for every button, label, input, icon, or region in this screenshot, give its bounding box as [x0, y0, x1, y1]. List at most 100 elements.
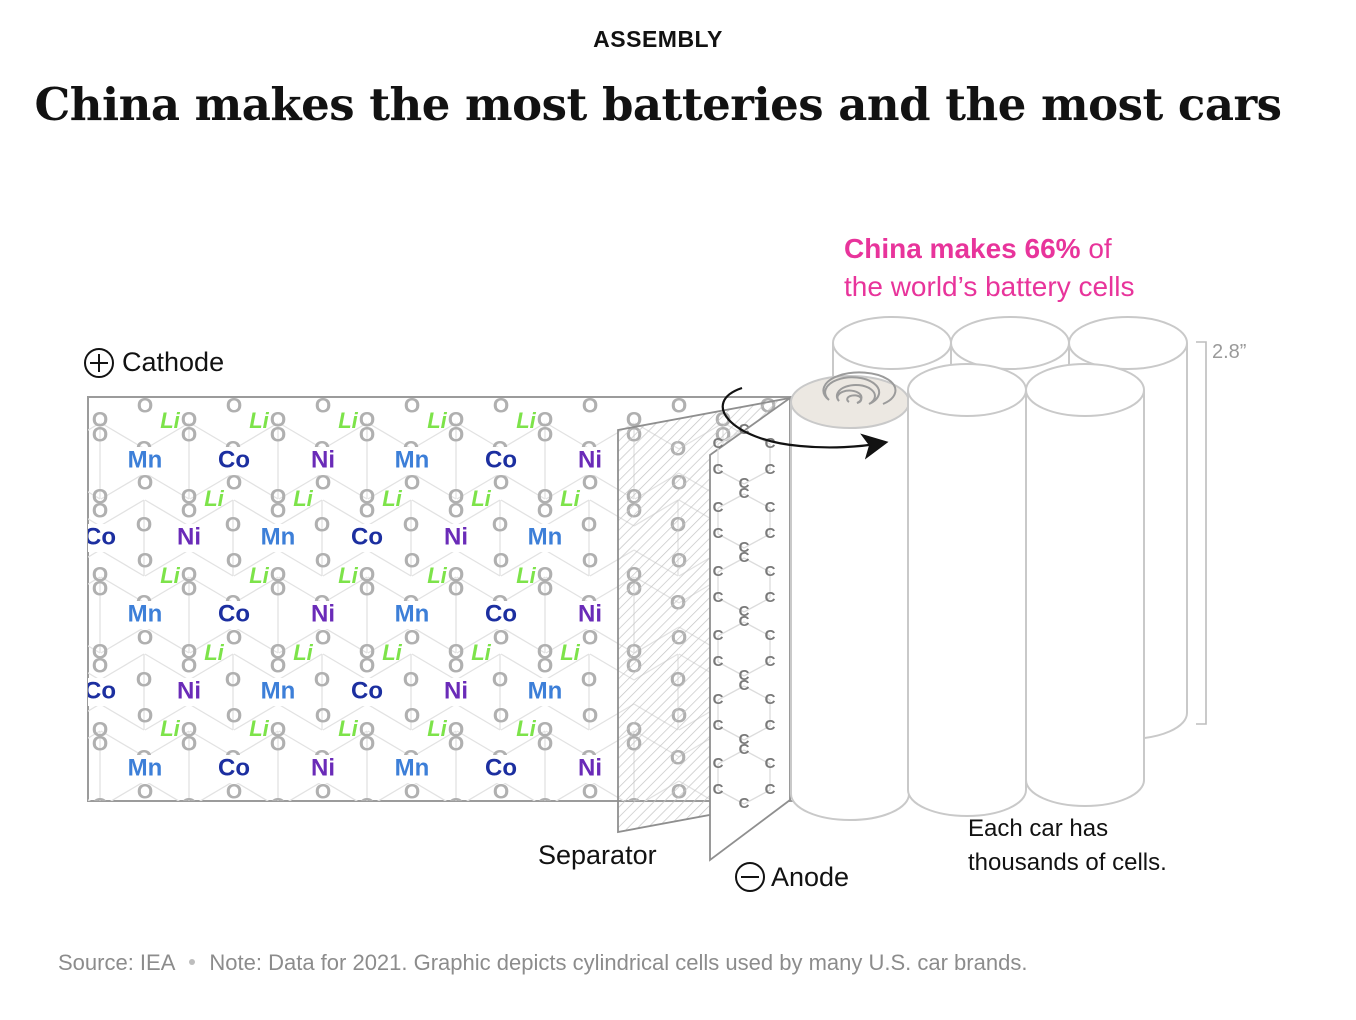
metal-atom-ni: Ni — [578, 754, 602, 781]
oxygen-atom: O — [92, 733, 108, 756]
oxygen-atom: O — [270, 719, 286, 742]
oxygen-atom: O — [404, 627, 420, 650]
oxygen-atom: O — [48, 395, 64, 418]
carbon-atom: C — [739, 677, 750, 694]
oxygen-atom: O — [404, 705, 420, 728]
oxygen-atom: O — [359, 500, 375, 523]
metal-atom-co: Co — [218, 600, 250, 627]
carbon-atom: C — [765, 435, 776, 452]
carbon-atom: C — [713, 525, 724, 542]
page-title: China makes the most batteries and the m… — [34, 78, 1282, 131]
oxygen-atom: O — [137, 472, 153, 495]
battery-cell — [1025, 363, 1145, 807]
plus-icon — [84, 348, 114, 378]
oxygen-atom: O — [270, 641, 286, 664]
oxygen-atom: O — [582, 395, 598, 418]
oxygen-atom: O — [448, 719, 464, 742]
oxygen-atom: O — [48, 705, 64, 728]
oxygen-atom: O — [92, 578, 108, 601]
oxygen-atom: O — [226, 705, 242, 728]
metal-atom-mn: Mn — [261, 523, 296, 550]
carbon-atom: C — [739, 795, 750, 812]
cathode-label: Cathode — [122, 347, 225, 377]
carbon-atom: C — [765, 627, 776, 644]
rolled-cell-spiral — [822, 371, 897, 405]
oxygen-atom: O — [181, 424, 197, 447]
metal-atom-co: Co — [351, 677, 383, 704]
oxygen-atom: O — [315, 705, 331, 728]
oxygen-atom: O — [270, 795, 286, 818]
oxygen-atom: O — [537, 500, 553, 523]
oxygen-atom: O — [359, 655, 375, 678]
oxygen-atom: O — [359, 486, 375, 509]
oxygen-atom: O — [448, 486, 464, 509]
carbon-atom: C — [713, 563, 724, 580]
carbon-atom: C — [739, 603, 750, 620]
oxygen-atom: O — [226, 781, 242, 804]
oxygen-atom: O — [137, 550, 153, 573]
oxygen-atom: O — [3, 578, 19, 601]
oxygen-atom: O — [582, 781, 598, 804]
lithium-atom: Li — [471, 640, 491, 665]
oxygen-atom: O — [270, 564, 286, 587]
oxygen-atom: O — [537, 719, 553, 742]
footer-source: Source: IEA Note: Data for 2021. Graphic … — [58, 950, 1027, 976]
oxygen-atom: O — [270, 409, 286, 432]
oxygen-atom: O — [47, 514, 63, 537]
oxygen-atom: O — [315, 472, 331, 495]
oxygen-atom: O — [315, 781, 331, 804]
oxygen-atom: O — [47, 438, 63, 461]
oxygen-atom: O — [314, 669, 330, 692]
lithium-atom: Li — [204, 486, 224, 511]
oxygen-atom: O — [181, 641, 197, 664]
carbon-atom: C — [739, 549, 750, 566]
oxygen-atom: O — [581, 669, 597, 692]
carbon-atom: C — [739, 539, 750, 556]
oxygen-atom: O — [92, 500, 108, 523]
rolling-arrow — [721, 386, 889, 460]
oxygen-atom: O — [404, 395, 420, 418]
metal-atom-ni: Ni — [444, 677, 468, 704]
oxygen-atom: O — [404, 550, 420, 573]
oxygen-atom: O — [137, 395, 153, 418]
oxygen-atom: O — [404, 781, 420, 804]
metal-atom-ni: Ni — [578, 446, 602, 473]
lithium-atom: Li — [382, 640, 402, 665]
oxygen-atom: O — [181, 564, 197, 587]
carbon-atom: C — [765, 461, 776, 478]
oxygen-atom: O — [448, 424, 464, 447]
oxygen-atom: O — [493, 472, 509, 495]
cells-note-line1: Each car has — [968, 815, 1109, 842]
oxygen-atom: O — [226, 550, 242, 573]
oxygen-atom: O — [537, 641, 553, 664]
carbon-atom: C — [713, 589, 724, 606]
oxygen-atom: O — [537, 733, 553, 756]
oxygen-atom: O — [492, 669, 508, 692]
metal-atom-ni: Ni — [578, 600, 602, 627]
metal-atom-mn: Mn — [128, 754, 163, 781]
lithium-atom: Li — [338, 408, 358, 433]
lithium-atom: Li — [160, 563, 180, 588]
separator-label: Separator — [538, 840, 657, 870]
separator-dot — [189, 959, 196, 966]
carbon-atom: C — [739, 485, 750, 502]
oxygen-atom: O — [48, 781, 64, 804]
oxygen-atom: O — [359, 641, 375, 664]
cells-note: Each car has thousands of cells. — [968, 812, 1167, 880]
carbon-atom: C — [765, 499, 776, 516]
lithium-atom: Li — [516, 716, 536, 741]
lithium-atom: Li — [560, 640, 580, 665]
oxygen-atom: O — [493, 627, 509, 650]
carbon-atom: C — [765, 563, 776, 580]
oxygen-atom: O — [315, 627, 331, 650]
metal-atom-co: Co — [218, 446, 250, 473]
oxygen-atom: O — [48, 550, 64, 573]
metal-atom-mn: Mn — [395, 446, 430, 473]
note-text: Note: Data for 2021. Graphic depicts cyl… — [209, 950, 1028, 975]
lithium-atom: Li — [427, 563, 447, 588]
oxygen-atom: O — [448, 655, 464, 678]
oxygen-atom: O — [270, 486, 286, 509]
oxygen-atom: O — [537, 578, 553, 601]
